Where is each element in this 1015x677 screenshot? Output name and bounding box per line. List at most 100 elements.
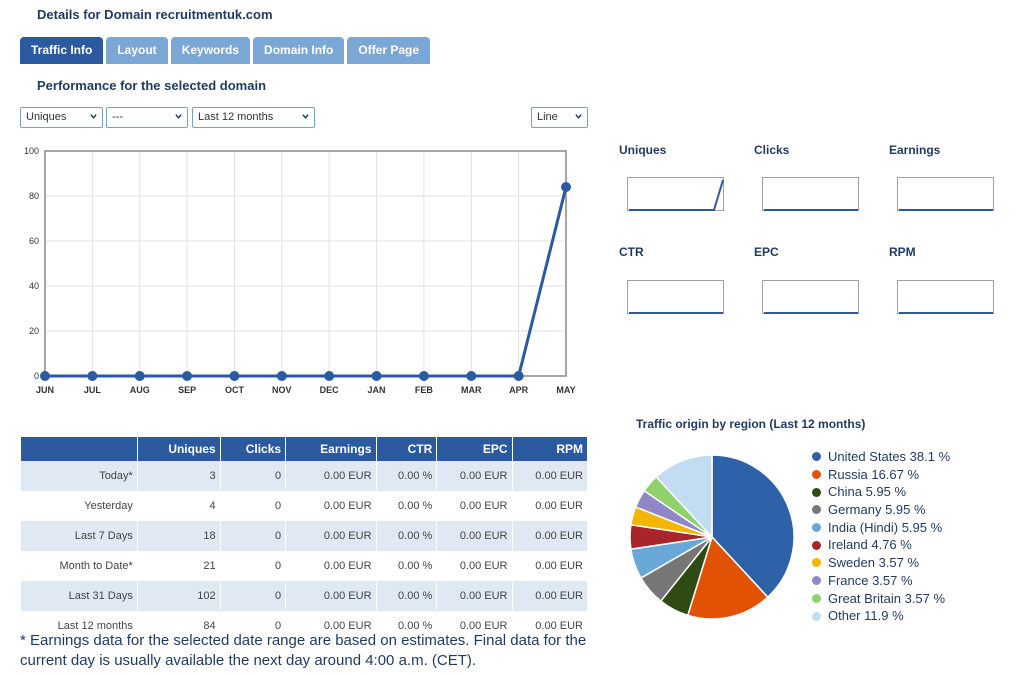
pie-slice: [711, 454, 795, 599]
x-tick-label: DEC: [320, 385, 340, 395]
legend-dot-icon: [812, 523, 821, 533]
data-point: [40, 371, 50, 381]
cell-rpm: 0.00 EUR: [511, 491, 587, 521]
header-uniques: Uniques: [136, 437, 221, 461]
tab-traffic-info[interactable]: Traffic Info: [20, 37, 104, 64]
tab-domain-info[interactable]: Domain Info: [253, 37, 345, 64]
range-select-value: Last 12 months: [198, 111, 274, 123]
cell-ctr: 0.00 %: [375, 461, 437, 491]
tab-offer-page[interactable]: Offer Page: [347, 37, 431, 64]
legend-dot-icon: [812, 593, 821, 603]
table-row: Month to Date* 21 0 0.00 EUR 0.00 % 0.00…: [20, 551, 587, 581]
cell-epc: 0.00 EUR: [436, 461, 513, 491]
x-tick-label: OCT: [225, 385, 245, 395]
header-period: [20, 437, 138, 461]
data-point: [134, 371, 145, 381]
mini-chart: [627, 280, 724, 314]
legend-label: Ireland 4.76 %: [828, 537, 912, 553]
pie-title: Traffic origin by region (Last 12 months…: [636, 417, 866, 431]
mini-chart-label: Uniques: [619, 143, 667, 157]
legend-label: Other 11.9 %: [828, 608, 904, 624]
y-tick-label: 0: [34, 371, 39, 381]
chevron-down-icon: [90, 114, 97, 119]
compare-select[interactable]: ---: [106, 107, 188, 128]
compare-select-value: ---: [112, 111, 123, 123]
tab-layout[interactable]: Layout: [106, 37, 168, 64]
cell-ctr: 0.00 %: [375, 521, 437, 551]
cell-epc: 0.00 EUR: [436, 521, 513, 551]
traffic-origin-pie-chart: [629, 454, 795, 620]
cell-rpm: 0.00 EUR: [511, 521, 587, 551]
legend-label: Germany 5.95 %: [828, 502, 926, 518]
metric-select-value: Uniques: [26, 111, 67, 123]
cell-earnings: 0.00 EUR: [285, 551, 377, 581]
chart-type-select-value: Line: [537, 111, 558, 123]
pie-slice: [686, 535, 769, 620]
uniques-line-chart: 0 20 40 60 80 100 JUN JUL AUG SEP OCT NOV DEC JAN FEB M…: [24, 146, 576, 395]
data-point: [371, 371, 382, 381]
legend-item: India (Hindi) 5.95 %: [812, 519, 950, 537]
data-point: [276, 371, 287, 381]
cell-epc: 0.00 EUR: [436, 611, 513, 641]
metric-select[interactable]: Uniques: [20, 107, 103, 128]
cell-clicks: 0: [219, 581, 286, 611]
cell-ctr: 0.00 %: [375, 491, 437, 521]
cell-epc: 0.00 EUR: [436, 491, 513, 521]
x-tick-label: MAR: [461, 385, 482, 395]
x-tick-label: JUL: [84, 385, 102, 395]
pie-legend: United States 38.1 % Russia 16.67 % China …: [812, 448, 950, 625]
legend-dot-icon: [812, 470, 821, 480]
legend-dot-icon: [812, 611, 821, 621]
cell-ctr: 0.00 %: [375, 581, 437, 611]
header-clicks: Clicks: [219, 437, 286, 461]
table-row: Last 31 Days 102 0 0.00 EUR 0.00 % 0.00 …: [20, 581, 587, 611]
legend-dot-icon: [812, 452, 821, 462]
legend-dot-icon: [812, 558, 821, 568]
legend-item: Great Britain 3.57 %: [812, 590, 950, 608]
range-select[interactable]: Last 12 months: [192, 107, 315, 128]
legend-item: Sweden 3.57 %: [812, 554, 950, 572]
legend-dot-icon: [812, 576, 821, 586]
legend-label: United States 38.1 %: [828, 449, 951, 464]
legend-item: China 5.95 %: [812, 483, 950, 501]
chart-type-select[interactable]: Line: [531, 107, 588, 128]
cell-earnings: 0.00 EUR: [285, 461, 377, 491]
cell-uniques: 18: [136, 521, 221, 551]
cell-earnings: 0.00 EUR: [285, 491, 377, 521]
legend-item: Other 11.9 %: [812, 607, 950, 625]
row-label: Last 31 Days: [20, 581, 138, 611]
mini-chart-label: Clicks: [754, 143, 790, 157]
x-tick-label: AUG: [130, 385, 150, 395]
data-point: [513, 371, 524, 381]
legend-dot-icon: [812, 540, 821, 550]
cell-clicks: 0: [219, 461, 286, 491]
legend-item: Russia 16.67 %: [812, 466, 950, 484]
legend-item: Ireland 4.76 %: [812, 536, 950, 554]
table-row: Yesterday 4 0 0.00 EUR 0.00 % 0.00 EUR 0…: [20, 491, 587, 521]
table-header-row: Uniques Clicks Earnings CTR EPC RPM: [20, 437, 587, 461]
chevron-down-icon: [302, 114, 309, 119]
series-line-uniques: [45, 186, 568, 378]
x-tick-label: SEP: [178, 385, 196, 395]
row-label: Last 7 Days: [20, 521, 138, 551]
mini-chart: [897, 177, 994, 211]
tab-keywords[interactable]: Keywords: [170, 37, 251, 64]
mini-chart-label: Earnings: [889, 143, 941, 157]
pie-slice: [655, 454, 713, 539]
data-point: [561, 182, 571, 192]
x-tick-label: JUN: [36, 385, 54, 395]
cell-epc: 0.00 EUR: [436, 581, 513, 611]
x-tick-label: MAY: [556, 385, 575, 395]
cell-uniques: 84: [136, 611, 221, 641]
x-tick-label: APR: [509, 385, 529, 395]
page-title: Details for Domain recruitmentuk.com: [37, 7, 273, 22]
header-earnings: Earnings: [285, 437, 377, 461]
x-tick-label: JAN: [368, 385, 386, 395]
x-tick-label: FEB: [415, 385, 434, 395]
cell-rpm: 0.00 EUR: [511, 581, 587, 611]
cell-uniques: 4: [136, 491, 221, 521]
data-point: [229, 371, 240, 381]
mini-chart-label: CTR: [619, 245, 644, 259]
cell-rpm: 0.00 EUR: [511, 611, 587, 641]
legend-dot-icon: [812, 505, 821, 515]
